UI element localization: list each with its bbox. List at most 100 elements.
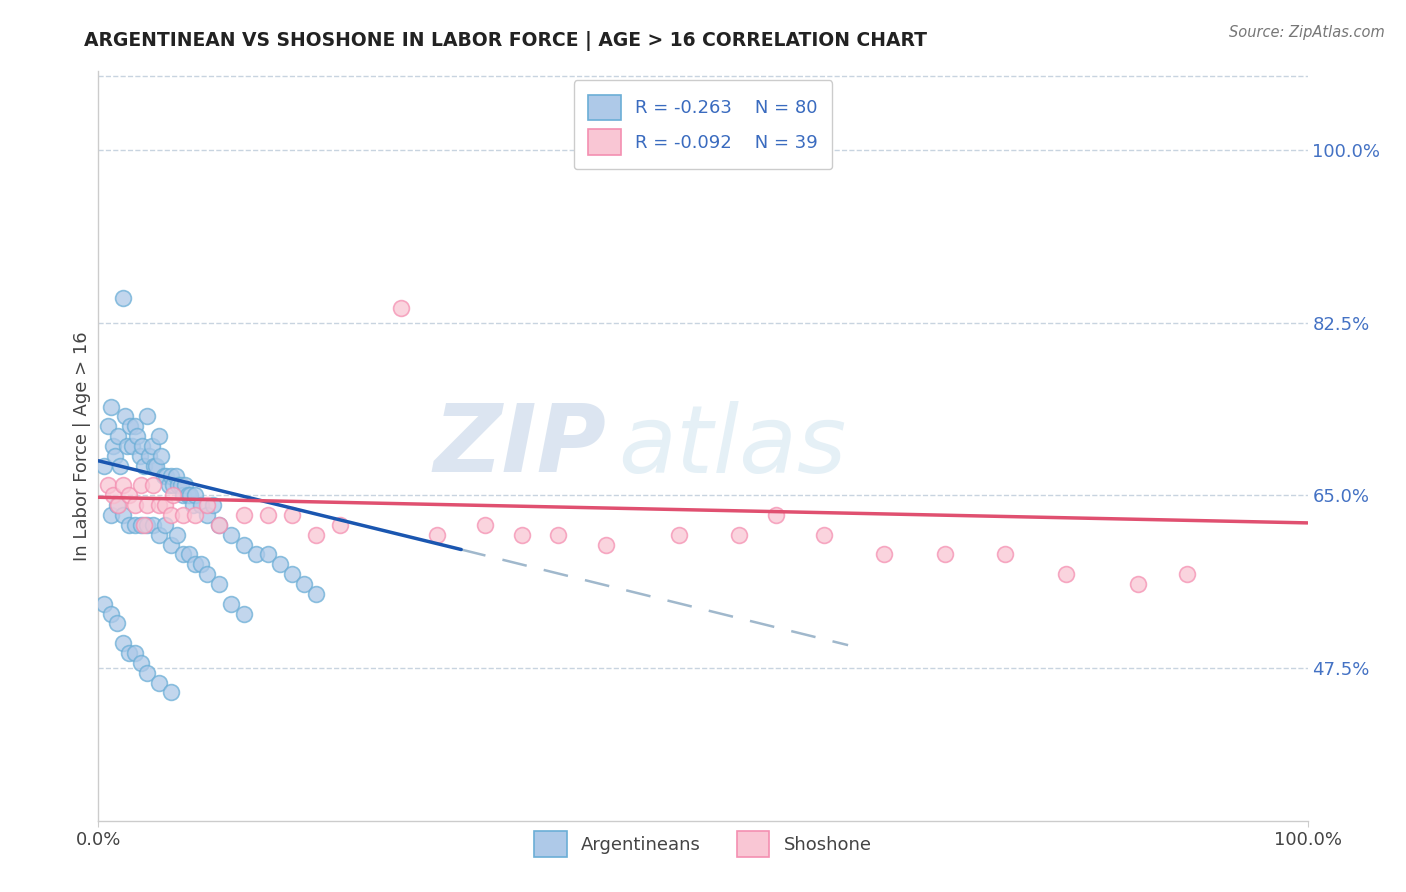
Point bbox=[118, 517, 141, 532]
Point bbox=[148, 675, 170, 690]
Point bbox=[129, 656, 152, 670]
Point bbox=[195, 508, 218, 522]
Point bbox=[305, 527, 328, 541]
Point bbox=[135, 665, 157, 680]
Point bbox=[148, 429, 170, 443]
Point bbox=[111, 291, 134, 305]
Point bbox=[292, 577, 315, 591]
Point bbox=[221, 597, 243, 611]
Point bbox=[873, 548, 896, 562]
Point bbox=[232, 538, 254, 552]
Point bbox=[117, 439, 139, 453]
Point bbox=[105, 616, 128, 631]
Point bbox=[160, 508, 183, 522]
Point bbox=[184, 508, 207, 522]
Text: Source: ZipAtlas.com: Source: ZipAtlas.com bbox=[1229, 25, 1385, 40]
Point bbox=[148, 498, 170, 512]
Point bbox=[100, 508, 122, 522]
Point bbox=[134, 458, 156, 473]
Point bbox=[305, 587, 328, 601]
Point bbox=[108, 458, 131, 473]
Point bbox=[172, 548, 194, 562]
Point bbox=[1054, 567, 1077, 582]
Point bbox=[179, 548, 201, 562]
Point bbox=[195, 567, 218, 582]
Point bbox=[232, 508, 254, 522]
Point bbox=[150, 449, 173, 463]
Point bbox=[157, 478, 180, 492]
Point bbox=[256, 508, 278, 522]
Point bbox=[179, 488, 201, 502]
Point bbox=[162, 478, 184, 492]
Point bbox=[195, 498, 218, 512]
Point bbox=[172, 488, 194, 502]
Point bbox=[208, 577, 231, 591]
Point bbox=[135, 498, 157, 512]
Point bbox=[105, 498, 128, 512]
Point bbox=[160, 538, 183, 552]
Point bbox=[153, 517, 176, 532]
Point bbox=[124, 646, 146, 660]
Point bbox=[202, 498, 225, 512]
Point bbox=[145, 458, 167, 473]
Point bbox=[104, 449, 127, 463]
Point bbox=[728, 527, 751, 541]
Point bbox=[142, 517, 165, 532]
Point bbox=[162, 488, 184, 502]
Point bbox=[668, 527, 690, 541]
Point bbox=[181, 498, 204, 512]
Point bbox=[93, 458, 115, 473]
Text: ARGENTINEAN VS SHOSHONE IN LABOR FORCE | AGE > 16 CORRELATION CHART: ARGENTINEAN VS SHOSHONE IN LABOR FORCE |… bbox=[84, 31, 928, 51]
Legend: Argentineans, Shoshone: Argentineans, Shoshone bbox=[527, 824, 879, 864]
Point bbox=[166, 527, 188, 541]
Point bbox=[232, 607, 254, 621]
Point bbox=[174, 478, 197, 492]
Point bbox=[152, 468, 174, 483]
Point bbox=[190, 498, 212, 512]
Point bbox=[510, 527, 533, 541]
Point bbox=[184, 558, 207, 572]
Point bbox=[281, 567, 304, 582]
Point bbox=[111, 508, 134, 522]
Point bbox=[160, 468, 183, 483]
Point bbox=[595, 538, 617, 552]
Point bbox=[107, 498, 129, 512]
Y-axis label: In Labor Force | Age > 16: In Labor Force | Age > 16 bbox=[73, 331, 91, 561]
Point bbox=[169, 478, 191, 492]
Point bbox=[148, 527, 170, 541]
Point bbox=[256, 548, 278, 562]
Point bbox=[107, 429, 129, 443]
Point bbox=[245, 548, 267, 562]
Point bbox=[165, 468, 187, 483]
Point bbox=[281, 508, 304, 522]
Point bbox=[813, 527, 835, 541]
Point bbox=[160, 685, 183, 699]
Point bbox=[269, 558, 291, 572]
Point bbox=[118, 419, 141, 434]
Text: atlas: atlas bbox=[619, 401, 846, 491]
Point bbox=[426, 527, 449, 541]
Point bbox=[118, 488, 141, 502]
Point bbox=[118, 646, 141, 660]
Point bbox=[329, 517, 352, 532]
Point bbox=[547, 527, 569, 541]
Point bbox=[127, 429, 149, 443]
Point bbox=[121, 439, 143, 453]
Point bbox=[124, 498, 146, 512]
Point bbox=[143, 458, 166, 473]
Point bbox=[994, 548, 1017, 562]
Point bbox=[141, 439, 163, 453]
Point bbox=[134, 517, 156, 532]
Point bbox=[135, 517, 157, 532]
Point bbox=[101, 488, 124, 502]
Point bbox=[100, 607, 122, 621]
Point bbox=[153, 498, 176, 512]
Point bbox=[128, 449, 150, 463]
Point bbox=[474, 517, 496, 532]
Point bbox=[129, 478, 152, 492]
Point bbox=[93, 597, 115, 611]
Point bbox=[765, 508, 787, 522]
Point bbox=[167, 478, 190, 492]
Point bbox=[111, 636, 134, 650]
Point bbox=[97, 419, 120, 434]
